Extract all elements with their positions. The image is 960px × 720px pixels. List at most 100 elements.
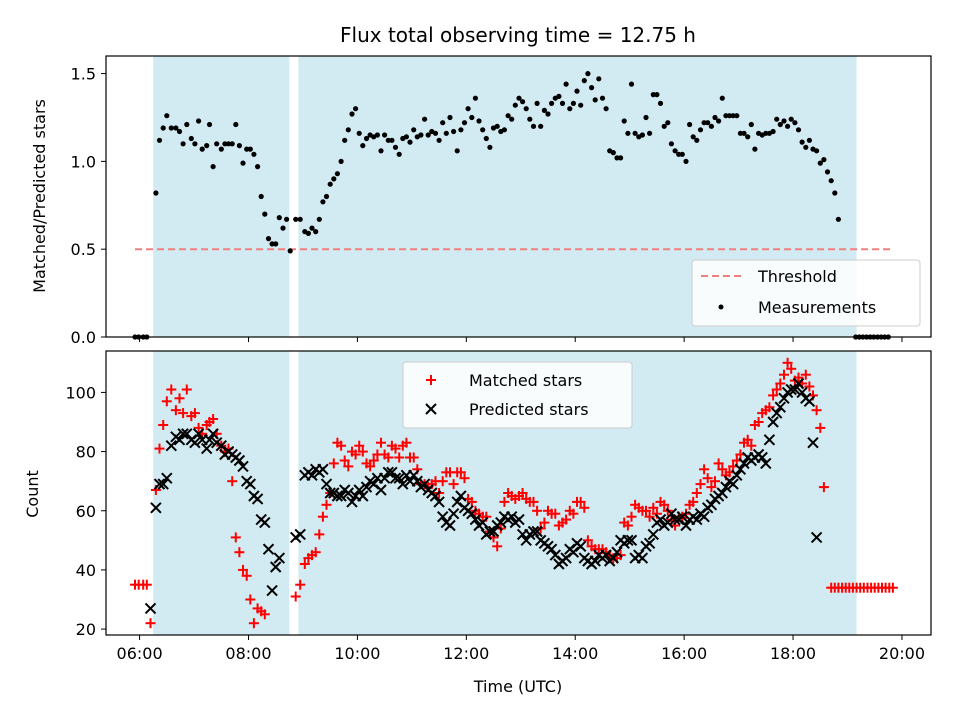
measurement-point: [567, 106, 573, 112]
measurement-point: [770, 128, 776, 135]
top-panel: 0.0 0.5 1.0 1.5 Flux total observing time =…: [30, 23, 932, 347]
predicted-star-point: [792, 377, 805, 390]
predicted-star-point: [611, 546, 623, 558]
matched-star-point: [193, 422, 204, 433]
matched-star-point: [811, 405, 822, 416]
measurement-point: [168, 125, 174, 131]
predicted-star-point: [273, 552, 286, 564]
bottom-x-ticks: 06:00 08:00 10:00 12:00 14:00 16:00 18:00 20:00: [117, 635, 925, 663]
measurement-point: [563, 81, 569, 87]
predicted-star-point: [259, 516, 271, 529]
predicted-star-point: [487, 525, 500, 538]
measurement-point: [342, 137, 348, 143]
measurement-point: [385, 137, 391, 143]
predicted-star-point: [262, 543, 275, 555]
measurement-point: [512, 102, 518, 108]
measurement-point: [276, 215, 282, 221]
bottom-axes-frame: [105, 350, 932, 636]
predicted-star-point: [574, 540, 587, 553]
measurement-point: [411, 127, 417, 133]
measurement-point: [581, 78, 587, 84]
top-y-axis-label: Matched/Predicted stars: [30, 99, 49, 293]
measurement-point: [803, 144, 809, 150]
measurement-point: [192, 141, 198, 147]
predicted-star-point: [531, 525, 543, 538]
measurement-point: [472, 95, 478, 101]
measurement-point: [360, 143, 366, 149]
predicted-star-point: [144, 602, 157, 615]
matched-star-point: [455, 467, 466, 478]
predicted-star-point: [803, 395, 816, 408]
measurement-point: [763, 130, 769, 136]
predicted-star-point: [731, 469, 743, 482]
predicted-star-point: [607, 552, 620, 564]
predicted-star-point: [770, 407, 783, 419]
matched-star-point: [383, 452, 394, 463]
matched-star-point: [579, 502, 590, 513]
measurement-point: [483, 135, 489, 142]
matched-star-point: [710, 476, 720, 487]
matched-star-point: [310, 547, 321, 558]
predicted-star-point: [324, 487, 336, 499]
matched-star-point: [174, 393, 185, 404]
matched-star-point: [317, 511, 328, 522]
top-shaded-interval: [153, 56, 290, 337]
measurement-point: [741, 130, 747, 136]
bottom-y-ticks: 20 40 60 80 100: [65, 383, 106, 639]
measurement-point: [628, 81, 635, 87]
matched-star-point: [161, 396, 172, 407]
predicted-star-point: [774, 401, 787, 413]
bottom-x-tick-label: 06:00: [117, 644, 163, 663]
measurement-point: [265, 236, 272, 242]
measurement-point: [320, 199, 326, 205]
bottom-x-tick-label: 18:00: [770, 644, 816, 663]
legend-predicted-label: Predicted stars: [469, 400, 589, 419]
predicted-star-point: [177, 428, 189, 440]
measurement-point: [549, 100, 555, 106]
measurement-point: [494, 123, 500, 129]
matched-star-point: [459, 473, 470, 484]
measurement-point: [196, 118, 202, 124]
predicted-star-point: [346, 496, 358, 508]
predicted-star-point: [807, 436, 819, 449]
matched-star-point: [568, 508, 579, 519]
measurement-point: [480, 127, 486, 133]
predicted-star-point: [357, 490, 369, 502]
predicted-star-point: [647, 528, 660, 541]
measurement-point: [824, 169, 831, 175]
measurement-point: [726, 113, 733, 119]
bottom-y-tick-label: 20: [76, 620, 96, 639]
measurement-point: [781, 118, 787, 124]
matched-star-point: [245, 594, 256, 605]
measurement-point: [614, 155, 620, 161]
measurement-point: [244, 146, 250, 152]
measurement-point: [618, 155, 624, 161]
measurement-point: [206, 121, 213, 128]
matched-star-point: [178, 408, 189, 419]
matched-star-point: [141, 579, 152, 590]
measurement-point: [465, 106, 471, 112]
matched-star-point: [539, 517, 550, 528]
measurement-point: [814, 148, 820, 154]
top-y-tick-label: 0.5: [71, 240, 96, 259]
matched-star-point: [394, 452, 405, 463]
matched-star-point: [145, 618, 156, 629]
predicted-star-point: [527, 525, 540, 538]
measurement-point: [236, 143, 242, 149]
bottom-x-axis-label: Time (UTC): [473, 677, 562, 696]
measurement-point: [436, 137, 442, 143]
measurement-point: [799, 139, 805, 145]
measurement-point: [313, 229, 319, 235]
measurement-point: [331, 176, 337, 182]
measurement-point: [458, 127, 464, 133]
predicted-star-point: [429, 490, 442, 502]
bottom-x-tick-label: 08:00: [225, 644, 271, 663]
predicted-star-point: [789, 383, 801, 396]
matched-star-point: [314, 529, 325, 540]
measurement-point: [160, 125, 166, 131]
measurement-point: [305, 230, 311, 236]
predicted-star-point: [625, 534, 638, 547]
measurement-point: [422, 116, 428, 122]
measurement-point: [734, 113, 740, 119]
